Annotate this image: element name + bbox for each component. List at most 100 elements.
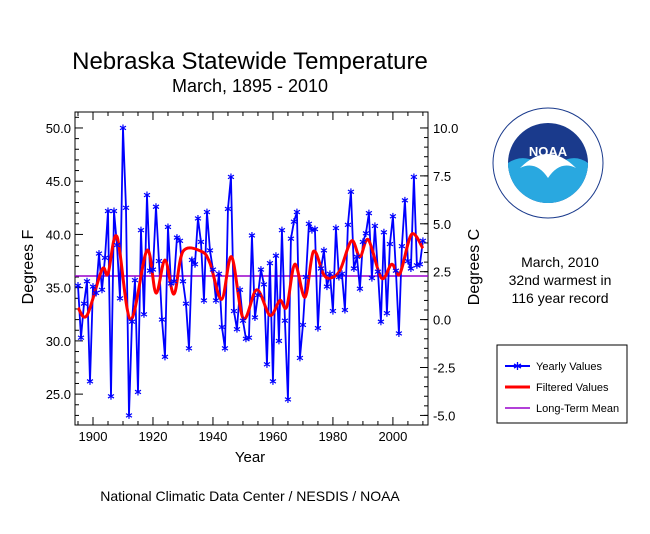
yearly-value-point xyxy=(257,266,265,274)
yearly-value-point xyxy=(350,265,358,272)
legend: Yearly Values Filtered Values Long-Term … xyxy=(496,344,628,424)
yearly-value-point xyxy=(182,300,190,308)
chart-subtitle: March, 1895 - 2010 xyxy=(171,76,329,96)
legend-yearly: Yearly Values xyxy=(536,361,603,373)
x-axis-label: Year xyxy=(235,449,265,466)
yearly-value-point xyxy=(404,257,412,265)
yearly-value-point xyxy=(278,226,286,234)
yearly-value-point xyxy=(176,237,184,245)
yearly-value-point xyxy=(347,188,355,196)
yearly-value-point xyxy=(284,395,292,403)
yearly-value-point xyxy=(179,277,187,285)
x-tick-label: 1980 xyxy=(318,429,347,444)
yearly-value-point xyxy=(326,270,334,278)
yearly-value-point xyxy=(170,277,178,285)
yearly-value-point xyxy=(332,224,340,232)
y-tick-label-right: -2.5 xyxy=(433,361,455,376)
yearly-value-point xyxy=(362,229,370,237)
yearly-value-point xyxy=(80,300,88,308)
yearly-value-point xyxy=(329,307,337,315)
annotation-line3: 116 year record xyxy=(511,290,609,306)
yearly-value-point xyxy=(416,260,424,268)
y-axis-label-left: Degrees F xyxy=(20,229,37,304)
yearly-value-point xyxy=(380,228,388,236)
y-tick-label-left: 45.0 xyxy=(46,174,71,189)
yearly-value-point xyxy=(395,329,403,337)
yearly-value-point xyxy=(194,214,202,222)
yearly-value-point xyxy=(95,250,103,258)
yearly-value-point xyxy=(221,344,229,352)
yearly-value-point xyxy=(158,316,166,324)
yearly-value-point xyxy=(122,204,130,212)
yearly-value-point xyxy=(338,270,346,278)
y-tick-label-left: 25.0 xyxy=(46,387,71,402)
yearly-value-point xyxy=(398,242,406,250)
yearly-value-point xyxy=(320,246,328,254)
yearly-value-point xyxy=(155,257,163,265)
yearly-value-point xyxy=(224,205,232,213)
y-tick-label-left: 50.0 xyxy=(46,121,71,136)
yearly-value-point xyxy=(251,313,259,321)
x-tick-label: 1960 xyxy=(258,429,287,444)
yearly-value-point xyxy=(218,323,226,331)
x-tick-label: 1940 xyxy=(198,429,227,444)
yearly-value-point xyxy=(263,360,271,368)
yearly-values-line xyxy=(77,127,424,416)
yearly-value-point xyxy=(272,252,280,260)
yearly-value-point xyxy=(203,208,211,216)
yearly-value-point xyxy=(314,324,322,332)
yearly-value-point xyxy=(239,317,247,325)
yearly-value-point xyxy=(365,209,373,217)
yearly-value-point xyxy=(197,238,205,246)
yearly-value-point xyxy=(341,306,349,314)
yearly-value-point xyxy=(152,203,160,211)
annotation-line2: 32nd warmest in xyxy=(508,272,612,288)
yearly-value-point xyxy=(383,309,391,317)
yearly-value-point xyxy=(254,291,262,299)
yearly-value-point xyxy=(374,268,382,276)
yearly-value-point xyxy=(407,265,415,272)
footer-credit: National Climatic Data Center / NESDIS /… xyxy=(100,488,400,504)
yearly-value-point xyxy=(128,318,136,326)
x-tick-label: 2000 xyxy=(378,429,407,444)
yearly-value-point xyxy=(353,253,361,261)
yearly-value-point xyxy=(119,124,127,132)
y-tick-label-right: 0.0 xyxy=(433,313,451,328)
yearly-value-point xyxy=(260,280,268,288)
yearly-value-point xyxy=(377,318,385,326)
yearly-value-point xyxy=(188,256,196,264)
x-tick-label: 1900 xyxy=(79,429,108,444)
yearly-value-point xyxy=(131,276,139,284)
yearly-value-point xyxy=(98,286,106,294)
yearly-value-point xyxy=(125,411,133,419)
yearly-value-point xyxy=(290,218,298,226)
yearly-value-point xyxy=(230,307,238,315)
yearly-value-point xyxy=(317,265,325,272)
annotation: March, 2010 32nd warmest in 116 year rec… xyxy=(490,253,630,307)
yearly-value-point xyxy=(299,321,307,329)
noaa-logo: NOAA xyxy=(492,107,604,219)
yearly-value-point xyxy=(113,241,121,249)
yearly-value-point xyxy=(281,317,289,325)
yearly-value-point xyxy=(302,273,310,281)
yearly-value-point xyxy=(173,234,181,242)
y-tick-label-left: 35.0 xyxy=(46,281,71,296)
y-axis-label-right: Degrees C xyxy=(466,229,483,305)
chart-title: Nebraska Statewide Temperature xyxy=(72,48,428,75)
yearly-value-point xyxy=(392,267,400,275)
yearly-value-point xyxy=(143,191,151,199)
yearly-value-point xyxy=(389,212,397,220)
yearly-value-point xyxy=(74,282,82,290)
yearly-value-point xyxy=(344,221,352,229)
yearly-value-point xyxy=(137,226,145,234)
yearly-value-point xyxy=(245,334,253,342)
yearly-value-point xyxy=(215,270,223,278)
yearly-value-point xyxy=(164,223,172,231)
annotation-line1: March, 2010 xyxy=(521,254,599,270)
yearly-value-point xyxy=(305,220,313,228)
y-tick-label-left: 30.0 xyxy=(46,334,71,349)
yearly-value-point xyxy=(77,334,85,342)
yearly-value-point xyxy=(209,266,217,274)
